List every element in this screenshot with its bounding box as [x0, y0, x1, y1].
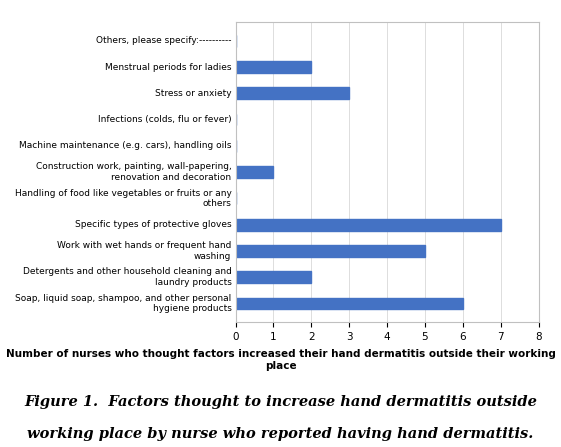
Text: Figure 1.  Factors thought to increase hand dermatitis outside: Figure 1. Factors thought to increase ha…: [24, 395, 537, 409]
Bar: [236, 61, 311, 73]
Bar: [236, 166, 274, 178]
Bar: [236, 219, 500, 231]
Bar: [236, 87, 349, 99]
Bar: [236, 298, 463, 309]
Bar: [236, 245, 425, 257]
Text: Number of nurses who thought factors increased their hand dermatitis outside the: Number of nurses who thought factors inc…: [6, 349, 555, 371]
Text: working place by nurse who reported having hand dermatitis.: working place by nurse who reported havi…: [27, 426, 534, 441]
Bar: [236, 271, 311, 283]
